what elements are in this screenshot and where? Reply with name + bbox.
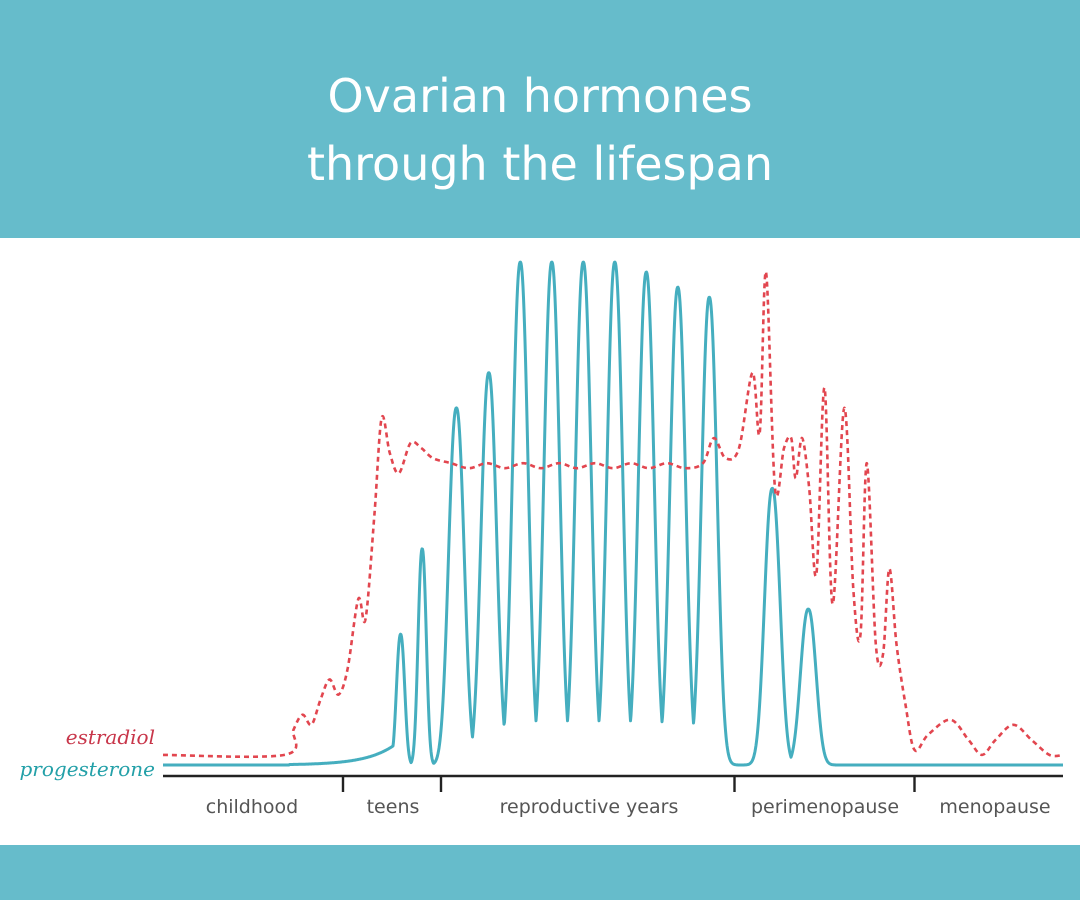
x-tick-label: childhood	[206, 796, 298, 818]
chart-title-line1: Ovarian hormones	[327, 69, 753, 123]
x-tick-label: perimenopause	[751, 796, 899, 818]
x-tick-label: reproductive years	[500, 796, 679, 818]
chart-title: Ovarian hormones through the lifespan	[0, 62, 1080, 198]
chart-title-line2: through the lifespan	[306, 137, 774, 191]
progesterone-line	[162, 260, 1064, 767]
x-tick-label: menopause	[939, 796, 1050, 818]
footer-banner	[0, 845, 1080, 900]
legend-progesterone: progesterone	[20, 757, 156, 781]
legend-estradiol: estradiol	[66, 725, 155, 749]
x-tick-label: teens	[367, 796, 420, 818]
chart-curves	[162, 260, 1064, 767]
x-axis	[163, 774, 1063, 792]
chart-labels: estradiol progesterone childhood teens repro…	[20, 725, 1051, 818]
estradiol-line	[162, 270, 1064, 759]
hormone-chart: estradiol progesterone childhood teens repro…	[20, 260, 1064, 818]
title-banner: Ovarian hormones through the lifespan	[0, 0, 1080, 238]
